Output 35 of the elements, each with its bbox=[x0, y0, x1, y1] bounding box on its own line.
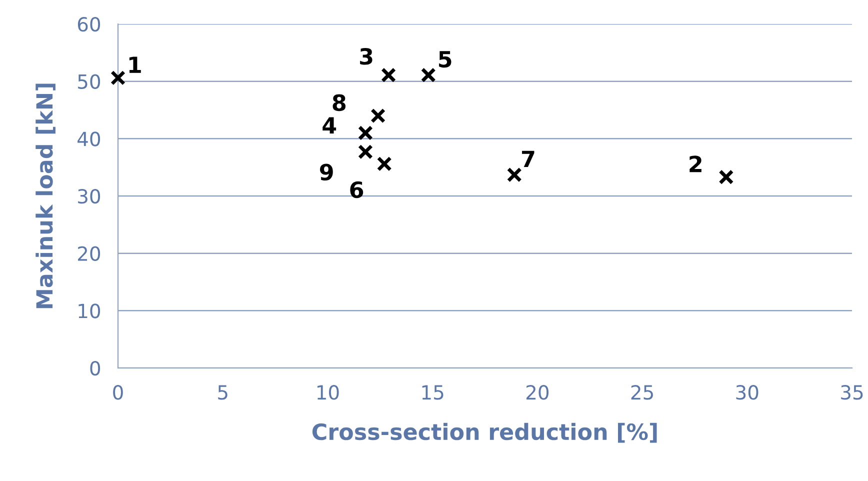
x-tick-label: 15 bbox=[422, 385, 444, 400]
y-tick-label: 20 bbox=[78, 246, 100, 261]
x-tick-label: 10 bbox=[317, 385, 339, 400]
point bbox=[420, 67, 436, 83]
y-axis-title: Maxinuk load [kN] bbox=[36, 84, 56, 308]
x-tick-label: 35 bbox=[841, 385, 863, 400]
point bbox=[358, 144, 374, 160]
point bbox=[370, 108, 386, 124]
point bbox=[718, 170, 734, 185]
x-tick-label: 30 bbox=[736, 385, 758, 400]
x-axis-title: Cross-section reduction [%] bbox=[312, 422, 657, 443]
point bbox=[380, 67, 396, 83]
x-tick-label: 20 bbox=[526, 385, 549, 400]
point bbox=[376, 156, 392, 172]
y-tick-label: 30 bbox=[78, 188, 100, 204]
y-tick-label: 0 bbox=[90, 360, 100, 376]
annotation: 5 bbox=[439, 51, 452, 68]
point bbox=[110, 70, 126, 86]
y-tick-label: 50 bbox=[78, 74, 100, 89]
x-tick-label: 0 bbox=[113, 385, 123, 400]
x-tick-label: 5 bbox=[218, 385, 228, 400]
y-tick-label: 10 bbox=[78, 304, 100, 318]
point bbox=[358, 125, 374, 140]
annotation: 2 bbox=[690, 156, 702, 172]
annotation: 9 bbox=[320, 164, 333, 181]
annotation: 4 bbox=[322, 117, 336, 134]
annotation: 6 bbox=[350, 181, 364, 198]
x-tick-label: 25 bbox=[631, 385, 653, 400]
y-tick-label: 40 bbox=[78, 132, 100, 146]
annotation: 1 bbox=[129, 56, 141, 73]
point bbox=[506, 167, 522, 182]
y-tick-label: 60 bbox=[78, 16, 100, 32]
annotation: 7 bbox=[522, 150, 534, 168]
annotation: 8 bbox=[332, 94, 346, 112]
annotation: 3 bbox=[360, 48, 372, 65]
